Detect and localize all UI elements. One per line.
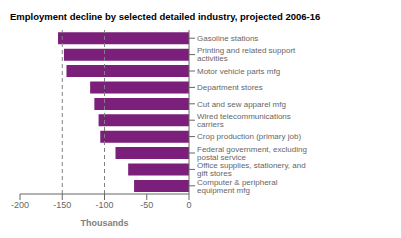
svg-text:Office supplies, stationery, a: Office supplies, stationery, andgift sto… xyxy=(197,161,306,178)
svg-text:Computer & peripheralequipment: Computer & peripheralequipment mfg xyxy=(197,178,278,195)
svg-text:Gasoline stations: Gasoline stations xyxy=(197,34,258,43)
svg-text:Department stores: Department stores xyxy=(197,83,263,92)
svg-text:-150: -150 xyxy=(53,200,71,210)
svg-text:-50: -50 xyxy=(140,200,153,210)
svg-text:-100: -100 xyxy=(95,200,113,210)
svg-text:Wired telecommunicationscarrie: Wired telecommunicationscarriers xyxy=(197,112,291,129)
svg-text:Crop production (primary job): Crop production (primary job) xyxy=(197,132,301,141)
svg-text:Printing and related supportac: Printing and related supportactivities xyxy=(197,46,296,63)
svg-text:Cut and sew apparel mfg: Cut and sew apparel mfg xyxy=(197,100,286,109)
svg-text:Federal government, excludingp: Federal government, excludingpostal serv… xyxy=(197,145,307,162)
svg-text:Thousands: Thousands xyxy=(80,218,128,228)
svg-text:-200: -200 xyxy=(11,200,29,210)
svg-text:0: 0 xyxy=(186,200,191,210)
svg-text:Motor vehicle parts mfg: Motor vehicle parts mfg xyxy=(197,67,280,76)
html-text:Employment decline by selected: Employment decline by selected detailed … xyxy=(10,11,321,22)
